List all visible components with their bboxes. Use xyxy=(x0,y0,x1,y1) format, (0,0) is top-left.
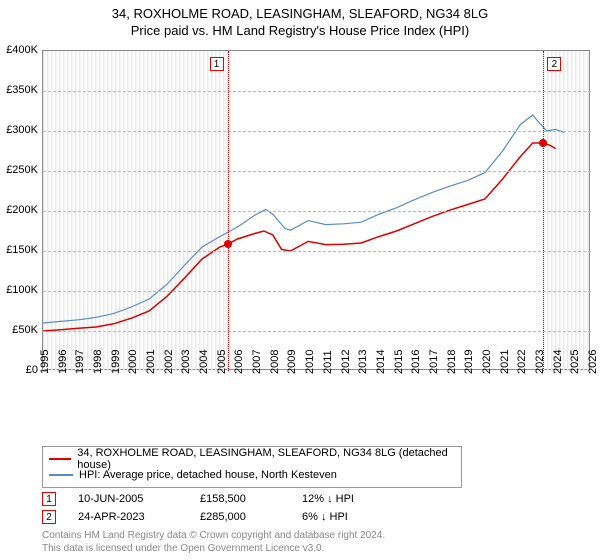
sale-dot xyxy=(224,240,232,248)
x-axis-label: 2006 xyxy=(233,350,245,374)
grid-line xyxy=(43,251,591,252)
chart-area: 12 £0£50K£100K£150K£200K£250K£300K£350K£… xyxy=(42,50,590,408)
x-axis-label: 2001 xyxy=(145,350,157,374)
sale-marker: 2 xyxy=(42,510,56,524)
sale-diff: 12% ↓ HPI xyxy=(302,493,354,505)
x-axis-label: 2026 xyxy=(587,350,599,374)
x-axis-label: 2019 xyxy=(463,350,475,374)
x-axis-label: 2014 xyxy=(375,350,387,374)
footer-attribution: Contains HM Land Registry data © Crown c… xyxy=(42,530,582,555)
legend-swatch xyxy=(49,474,73,476)
sale-row: 2 24-APR-2023 £285,000 6% ↓ HPI xyxy=(42,508,582,526)
sale-price: £285,000 xyxy=(200,511,280,523)
x-axis-label: 2025 xyxy=(569,350,581,374)
y-axis-label: £200K xyxy=(6,204,38,216)
grid-line xyxy=(43,331,591,332)
sale-marker: 1 xyxy=(42,492,56,506)
x-axis-label: 1999 xyxy=(110,350,122,374)
y-axis-label: £350K xyxy=(6,84,38,96)
title-block: 34, ROXHOLME ROAD, LEASINGHAM, SLEAFORD,… xyxy=(0,0,600,38)
x-axis-label: 2018 xyxy=(446,350,458,374)
x-axis-label: 2021 xyxy=(499,350,511,374)
x-axis-label: 2009 xyxy=(286,350,298,374)
x-axis-label: 2011 xyxy=(322,350,334,374)
x-axis-label: 1997 xyxy=(74,350,86,374)
sales-block: 1 10-JUN-2005 £158,500 12% ↓ HPI 2 24-AP… xyxy=(42,490,582,526)
y-axis-label: £0 xyxy=(26,364,38,376)
sale-vline-label: 2 xyxy=(547,57,561,71)
x-axis-label: 2020 xyxy=(481,350,493,374)
x-axis-label: 2016 xyxy=(410,350,422,374)
grid-line xyxy=(43,91,591,92)
x-axis-label: 2002 xyxy=(163,350,175,374)
sale-date: 24-APR-2023 xyxy=(78,511,178,523)
x-axis-label: 2023 xyxy=(534,350,546,374)
footer-line: This data is licensed under the Open Gov… xyxy=(42,543,582,556)
legend-text: HPI: Average price, detached house, Nort… xyxy=(79,469,337,481)
x-axis-label: 1996 xyxy=(57,350,69,374)
x-axis-label: 1995 xyxy=(39,350,51,374)
grid-line xyxy=(43,171,591,172)
x-axis-label: 2008 xyxy=(269,350,281,374)
x-axis-label: 2024 xyxy=(552,350,564,374)
y-axis-label: £400K xyxy=(6,44,38,56)
footer-line: Contains HM Land Registry data © Crown c… xyxy=(42,530,582,543)
legend-row: 34, ROXHOLME ROAD, LEASINGHAM, SLEAFORD,… xyxy=(49,451,455,467)
legend-text: 34, ROXHOLME ROAD, LEASINGHAM, SLEAFORD,… xyxy=(77,447,455,471)
x-axis-label: 2007 xyxy=(251,350,263,374)
legend-box: 34, ROXHOLME ROAD, LEASINGHAM, SLEAFORD,… xyxy=(42,446,462,488)
legend-swatch xyxy=(49,458,71,460)
x-axis-label: 2015 xyxy=(393,350,405,374)
title-subtitle: Price paid vs. HM Land Registry's House … xyxy=(0,23,600,38)
grid-line xyxy=(43,131,591,132)
x-axis-label: 2003 xyxy=(180,350,192,374)
y-axis-label: £300K xyxy=(6,124,38,136)
x-axis-label: 2017 xyxy=(428,350,440,374)
y-axis-label: £100K xyxy=(6,284,38,296)
sale-vline-label: 1 xyxy=(210,57,224,71)
x-axis-label: 2005 xyxy=(216,350,228,374)
x-axis-label: 1998 xyxy=(92,350,104,374)
x-axis-label: 2010 xyxy=(304,350,316,374)
x-axis-label: 2012 xyxy=(340,350,352,374)
plot-region: 12 xyxy=(42,50,590,370)
x-axis-label: 2013 xyxy=(357,350,369,374)
sale-date: 10-JUN-2005 xyxy=(78,493,178,505)
grid-line xyxy=(43,291,591,292)
sale-vline xyxy=(543,51,544,371)
y-axis-label: £50K xyxy=(12,324,38,336)
title-address: 34, ROXHOLME ROAD, LEASINGHAM, SLEAFORD,… xyxy=(0,6,600,21)
sale-row: 1 10-JUN-2005 £158,500 12% ↓ HPI xyxy=(42,490,582,508)
y-axis-label: £150K xyxy=(6,244,38,256)
x-axis-label: 2000 xyxy=(127,350,139,374)
sale-dot xyxy=(539,139,547,147)
sale-price: £158,500 xyxy=(200,493,280,505)
sale-diff: 6% ↓ HPI xyxy=(302,511,348,523)
x-axis-label: 2004 xyxy=(198,350,210,374)
y-axis-label: £250K xyxy=(6,164,38,176)
grid-line xyxy=(43,211,591,212)
sale-vline xyxy=(228,51,229,371)
x-axis-label: 2022 xyxy=(516,350,528,374)
